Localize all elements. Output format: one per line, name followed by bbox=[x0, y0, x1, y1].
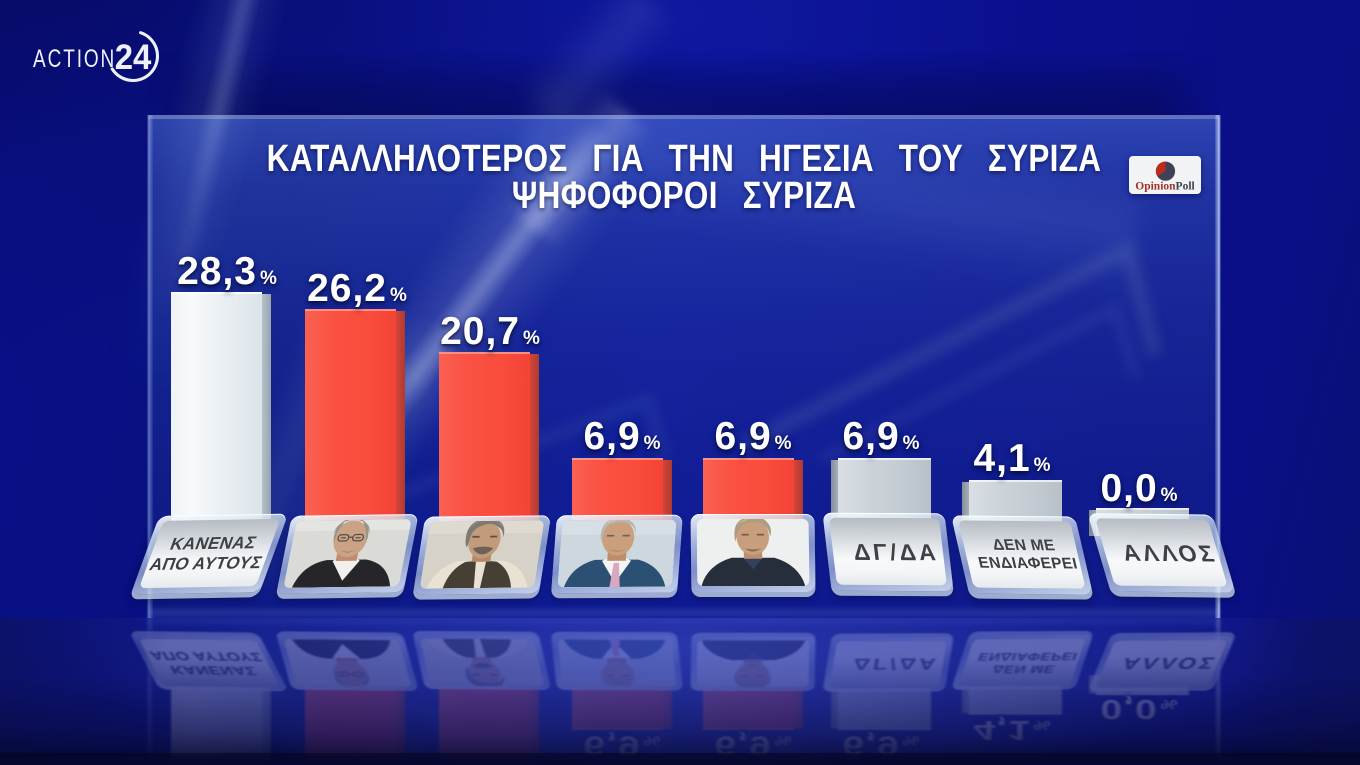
svg-text:OpinionPoll: OpinionPoll bbox=[1135, 181, 1194, 193]
svg-text:24: 24 bbox=[115, 38, 152, 77]
